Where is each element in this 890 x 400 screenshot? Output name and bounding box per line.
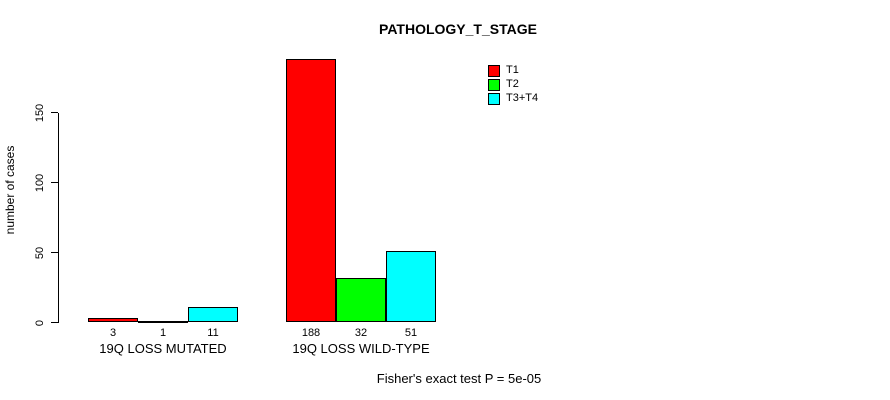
bar-T1-0 xyxy=(88,318,138,323)
legend-item-T3+T4: T3+T4 xyxy=(488,92,538,105)
y-tick-mark xyxy=(51,252,58,253)
y-axis-label: number of cases xyxy=(3,145,17,235)
y-tick-mark xyxy=(51,322,58,323)
y-tick-label: 0 xyxy=(34,319,46,326)
category-label-1: 19Q LOSS WILD-TYPE xyxy=(292,341,430,356)
bar-T2-1 xyxy=(336,277,386,323)
category-label-0: 19Q LOSS MUTATED xyxy=(99,341,227,356)
statistical-test-annotation: Fisher's exact test P = 5e-05 xyxy=(376,371,542,386)
legend-swatch-icon xyxy=(488,78,500,91)
bar-value-label: 1 xyxy=(159,327,167,339)
y-tick-label: 150 xyxy=(34,103,46,122)
bar-T2-0 xyxy=(138,321,188,324)
bar-value-label: 11 xyxy=(207,327,219,339)
bar-value-label: 51 xyxy=(404,327,418,339)
bar-value-label: 188 xyxy=(301,327,321,339)
y-axis-line xyxy=(58,112,59,323)
bar-value-label: 32 xyxy=(354,327,368,339)
legend-item-T2: T2 xyxy=(488,78,538,91)
bar-T3+T4-1 xyxy=(386,251,436,323)
legend-label: T3+T4 xyxy=(506,92,539,104)
bar-T1-1 xyxy=(286,59,336,323)
legend-item-T1: T1 xyxy=(488,64,538,77)
y-tick-label: 100 xyxy=(34,173,46,192)
bar-value-label: 3 xyxy=(109,327,117,339)
legend-label: T2 xyxy=(506,78,519,90)
chart-title: PATHOLOGY_T_STAGE xyxy=(379,21,537,37)
y-tick-label: 50 xyxy=(34,246,46,259)
legend-swatch-icon xyxy=(488,64,500,77)
legend: T1 T2 T3+T4 xyxy=(488,64,538,105)
y-tick-mark xyxy=(51,112,58,113)
legend-label: T1 xyxy=(506,64,519,76)
legend-swatch-icon xyxy=(488,92,500,105)
y-tick-mark xyxy=(51,182,58,183)
bar-T3+T4-0 xyxy=(188,307,238,323)
